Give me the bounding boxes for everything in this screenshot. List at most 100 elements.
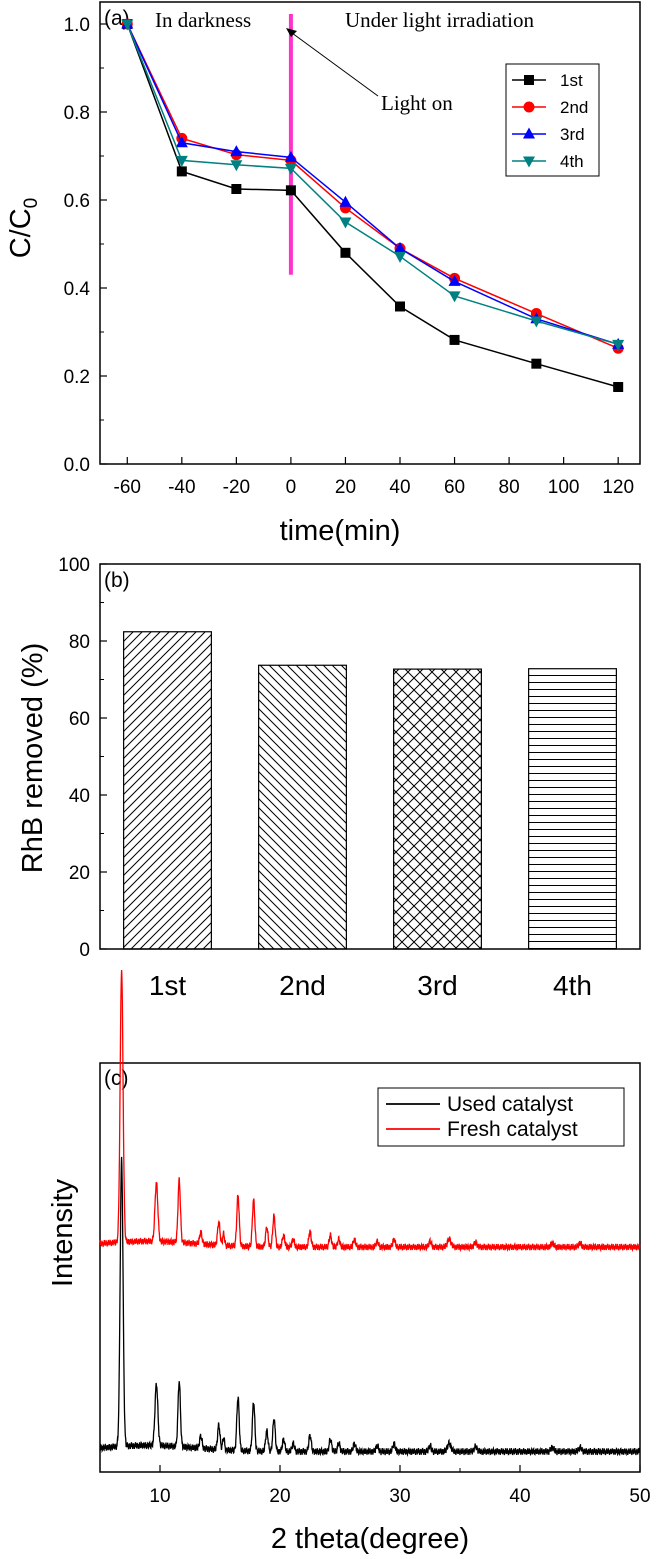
panel-c-x-tick-label: 10 xyxy=(149,1486,170,1507)
panel-c-x-tick-label: 40 xyxy=(509,1486,530,1507)
panel-c-x-tick-label: 50 xyxy=(629,1486,650,1507)
panel-b-y-tick-label: 80 xyxy=(69,632,90,653)
panel-b-y-tick-label: 0 xyxy=(79,940,90,961)
panel-b-y-tick-label: 20 xyxy=(69,863,90,884)
panel-a-x-tick-label: 120 xyxy=(602,477,634,498)
panel-a-y-tick-label: 0.4 xyxy=(64,279,91,300)
legend-item-4th: 4th xyxy=(512,152,584,171)
bar-1st xyxy=(123,631,212,950)
data-point-4th xyxy=(284,163,297,175)
panel-a-y-tick-label: 1.0 xyxy=(64,15,90,36)
panel-c-xrd-chart: (c) 10 20 30 40 50 2 theta(degree) Intensity… xyxy=(47,969,651,1555)
data-point-1st xyxy=(613,382,624,392)
bar-2nd xyxy=(258,664,347,950)
data-point-1st xyxy=(449,334,460,345)
panel-c-x-ticks: 10 20 30 40 50 xyxy=(149,1465,651,1507)
light-on-arrow-line xyxy=(291,32,379,97)
panel-a-frame xyxy=(99,1,641,465)
data-point-4th xyxy=(121,19,134,31)
legend-swatch-marker xyxy=(523,101,535,113)
panel-b-category-labels: 1st 2nd 3rd 4th xyxy=(149,970,592,1001)
data-point-3rd xyxy=(394,241,406,253)
series-4th xyxy=(121,19,625,351)
panel-b-tag: (b) xyxy=(104,569,130,592)
data-point-3rd xyxy=(339,195,352,207)
data-point-4th xyxy=(612,339,625,351)
legend-label: 1st xyxy=(560,71,583,90)
data-point-1st xyxy=(531,358,542,369)
legend-label: Fresh catalyst xyxy=(447,1118,578,1141)
legend-item-2nd: 2nd xyxy=(512,98,588,117)
panel-b-bar-chart: (b) 0 20 40 60 80 100 1st 2nd 3rd 4th RhB remove… xyxy=(17,555,641,1001)
panel-a-y-tick-label: 0.6 xyxy=(64,191,90,212)
panel-a-y-axis-title: C/C0 xyxy=(5,198,42,259)
data-point-1st xyxy=(231,184,242,194)
category-label-1st: 1st xyxy=(149,970,187,1001)
panel-a-series xyxy=(121,17,625,392)
panel-a-y-ticks: 0.0 0.2 0.4 0.6 0.8 1.0 xyxy=(64,15,107,476)
panel-c-y-axis-title: Intensity xyxy=(47,1179,79,1287)
legend-item-used-catalyst: Used catalyst xyxy=(386,1093,573,1116)
panel-a-x-tick-label: -20 xyxy=(223,477,250,498)
panel-c-legend-box xyxy=(377,1087,625,1147)
panel-c-x-tick-label: 30 xyxy=(389,1486,410,1507)
data-point-1st xyxy=(340,247,351,258)
legend-item-fresh-catalyst: Fresh catalyst xyxy=(386,1118,578,1141)
svg-text:C/C0: C/C0 xyxy=(5,198,42,259)
panel-c-series xyxy=(99,969,641,1458)
category-label-2nd: 2nd xyxy=(279,970,326,1001)
panel-a-x-axis-title: time(min) xyxy=(280,515,401,547)
legend-swatch-marker xyxy=(523,127,535,139)
data-point-3rd xyxy=(284,150,297,162)
panel-a-y-tick-label: 0.8 xyxy=(64,103,90,124)
data-point-1st xyxy=(176,166,187,177)
panel-a-y-tick-label: 0.2 xyxy=(64,367,90,388)
pattern-fresh-catalyst xyxy=(99,969,641,1253)
panel-b-y-tick-label: 40 xyxy=(69,786,90,807)
panel-a-x-ticks: -60 -40 -20 0 20 40 60 80 100 120 xyxy=(114,457,634,498)
panel-a-x-tick-label: -60 xyxy=(114,477,141,498)
panel-a-x-tick-label: 80 xyxy=(499,477,520,498)
annotation-darkness: In darkness xyxy=(155,8,251,32)
panel-a-line-chart: (a) -60 -40 -20 0 20 40 60 80 100 120 0.00.20.40.… xyxy=(5,1,641,547)
panel-a-x-tick-label: -40 xyxy=(168,477,195,498)
legend-item-1st: 1st xyxy=(512,71,583,90)
panel-a-legend: 1st 2nd 3rd 4th xyxy=(505,63,600,177)
legend-label: 4th xyxy=(560,152,584,171)
legend-label: 2nd xyxy=(560,98,588,117)
legend-item-3rd: 3rd xyxy=(512,125,585,144)
panel-a-y-tick-label: 0.0 xyxy=(64,455,90,476)
panel-c-frame xyxy=(99,1062,641,1473)
panel-a-x-tick-label: 0 xyxy=(286,477,297,498)
legend-label: 3rd xyxy=(560,125,585,144)
panel-b-y-tick-label: 60 xyxy=(69,709,90,730)
panel-a-x-tick-label: 100 xyxy=(548,477,580,498)
panel-c-x-axis-title: 2 theta(degree) xyxy=(271,1523,469,1555)
pattern-used-catalyst xyxy=(99,1156,641,1458)
panel-b-y-axis-title: RhB removed (%) xyxy=(17,643,49,873)
legend-swatch-marker xyxy=(524,75,534,85)
panel-c-x-tick-label: 20 xyxy=(269,1486,290,1507)
panel-a-x-tick-label: 40 xyxy=(389,477,410,498)
data-point-4th xyxy=(175,155,188,167)
annotation-light-on: Light on xyxy=(381,91,453,115)
data-point-3rd xyxy=(448,274,461,286)
data-point-4th xyxy=(448,291,461,303)
panel-a-y-axis-title-sub: 0 xyxy=(21,198,42,209)
legend-label: Used catalyst xyxy=(447,1093,573,1116)
category-label-3rd: 3rd xyxy=(417,970,457,1001)
category-label-4th: 4th xyxy=(553,970,592,1001)
light-on-arrow-head xyxy=(286,28,297,37)
bar-4th xyxy=(528,668,617,950)
panel-a-legend-box xyxy=(505,63,600,177)
data-point-4th xyxy=(394,251,406,263)
annotation-light-irradiation: Under light irradiation xyxy=(345,8,534,32)
panel-b-y-ticks: 0 20 40 60 80 100 xyxy=(58,555,107,961)
panel-a-x-tick-label: 20 xyxy=(335,477,356,498)
data-point-3rd xyxy=(175,136,188,148)
data-point-1st xyxy=(285,185,296,196)
data-point-4th xyxy=(230,160,243,172)
